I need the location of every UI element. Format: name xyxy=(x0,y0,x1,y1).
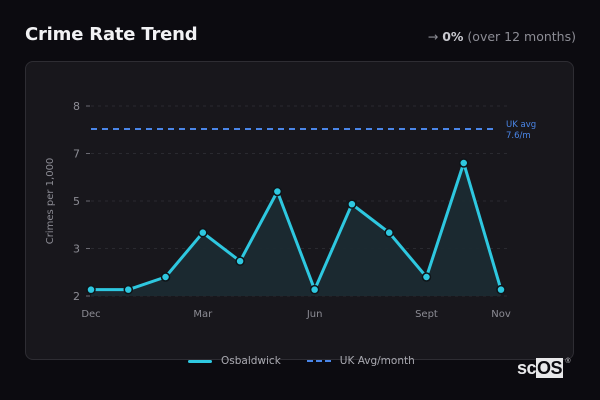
logo-boxed: OS xyxy=(536,358,564,378)
data-point[interactable] xyxy=(496,284,506,295)
data-point[interactable] xyxy=(384,227,394,238)
chart-card xyxy=(25,61,574,360)
logo-prefix: sc xyxy=(517,358,537,378)
data-point[interactable] xyxy=(86,284,96,295)
trend-summary: → 0% (over 12 months) xyxy=(428,29,576,44)
legend-label: Osbaldwick xyxy=(221,355,281,367)
y-tick-label: 2 xyxy=(73,290,80,303)
x-tick-label: Nov xyxy=(491,309,511,320)
x-tick-label: Jun xyxy=(306,309,323,320)
x-tick-label: Sept xyxy=(415,309,438,320)
registered-mark-icon: ® xyxy=(565,358,571,365)
series-line-osbaldwick xyxy=(91,161,503,292)
x-axis: Dec Mar Jun Sept Nov xyxy=(81,309,511,320)
scos-logo: scOS ® xyxy=(517,358,571,379)
dashed-line-swatch-icon xyxy=(306,360,331,362)
trend-arrow-icon: → xyxy=(427,29,439,44)
solid-line-swatch-icon xyxy=(188,359,212,363)
y-tick-label: 8 xyxy=(73,100,80,113)
legend-label: UK Avg/month xyxy=(339,355,415,367)
data-point[interactable] xyxy=(309,284,320,295)
data-point[interactable] xyxy=(458,158,469,168)
page-title: Crime Rate Trend xyxy=(25,24,198,45)
uk-avg-annotation-line2: 7.6/m xyxy=(506,131,531,141)
data-point[interactable] xyxy=(160,272,171,282)
x-tick-label: Dec xyxy=(81,309,100,320)
data-point[interactable] xyxy=(272,186,283,197)
trend-percent: 0% xyxy=(442,29,464,44)
uk-avg-annotation-line1: UK avg xyxy=(506,120,536,130)
data-point[interactable] xyxy=(198,227,208,238)
data-point[interactable] xyxy=(421,272,432,282)
y-axis: 2 3 5 7 8 xyxy=(73,100,90,303)
x-tick-label: Mar xyxy=(193,309,213,320)
y-axis-label: Crimes per 1,000 xyxy=(45,158,56,245)
data-point[interactable] xyxy=(347,199,357,209)
y-tick-label: 5 xyxy=(73,195,80,208)
data-point[interactable] xyxy=(235,256,245,266)
y-tick-label: 3 xyxy=(73,243,80,256)
y-tick-label: 7 xyxy=(73,148,80,161)
series-area-osbaldwick xyxy=(91,163,501,296)
chart-legend: Osbaldwick UK Avg/month xyxy=(188,355,441,367)
legend-item-osbaldwick[interactable]: Osbaldwick xyxy=(188,355,281,367)
data-points xyxy=(86,158,506,295)
legend-item-uk-avg[interactable]: UK Avg/month xyxy=(306,355,415,367)
data-point[interactable] xyxy=(123,284,134,295)
trend-period: (over 12 months) xyxy=(467,29,576,44)
